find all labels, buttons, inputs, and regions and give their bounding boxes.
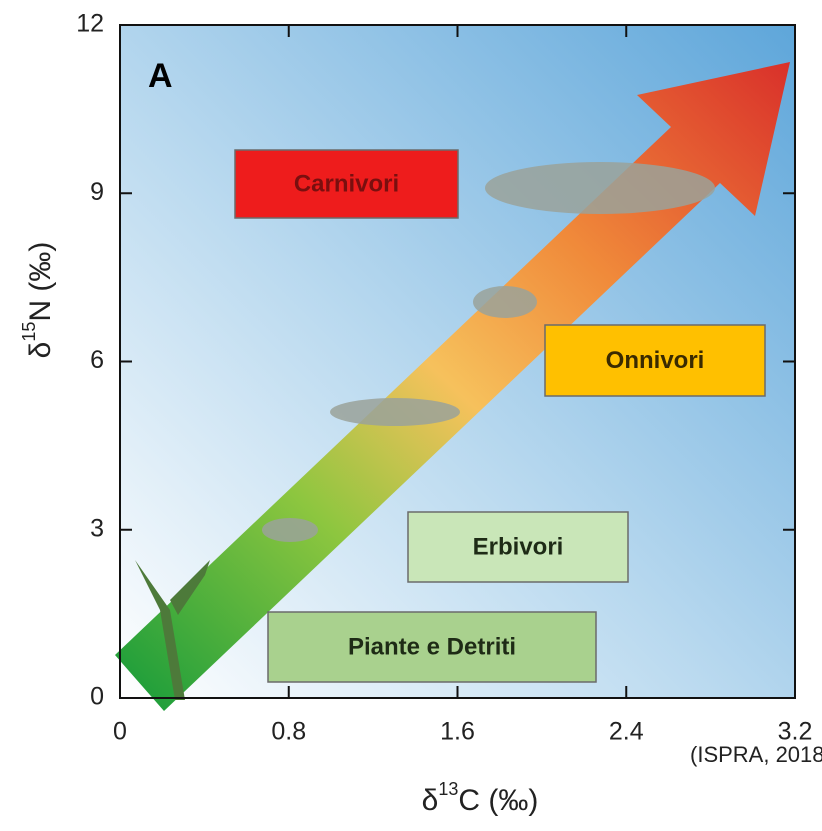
group-label: Piante e Detriti — [348, 633, 516, 660]
y-axis-label: δ15N (‰) — [19, 242, 57, 359]
group-box — [234, 149, 459, 219]
fish-illustrations — [262, 162, 715, 542]
x-label-symbol: δ — [422, 784, 439, 817]
source: (ISPRA, 2018) — [690, 742, 822, 767]
trophic-arrow — [115, 62, 790, 711]
y-tick-label: 3 — [90, 514, 104, 542]
y-tick-label: 12 — [76, 10, 104, 38]
group-label: Carnivori — [294, 170, 399, 197]
group-box — [544, 324, 766, 397]
x-tick-label: 3.2 — [778, 718, 813, 746]
group-label: Onnivori — [606, 347, 705, 374]
x-axis-label: δ13C (‰) — [422, 779, 539, 817]
y-tick-label: 6 — [90, 346, 104, 374]
group-box — [407, 511, 629, 583]
x-tick-label: 1.6 — [440, 718, 475, 746]
y-label-rest: N (‰) — [24, 242, 57, 322]
x-label-sup: 13 — [438, 779, 458, 799]
y-tick-label: 9 — [90, 178, 104, 206]
group-label: Erbivori — [473, 533, 564, 560]
group-box — [267, 611, 597, 683]
plant-illustration — [135, 560, 210, 700]
x-tick-label: 0 — [113, 718, 127, 746]
x-tick-label: 0.8 — [271, 718, 306, 746]
panel-letter: A — [148, 57, 173, 95]
y-label-symbol: δ — [24, 342, 57, 359]
x-label-rest: C (‰) — [458, 784, 538, 817]
x-tick-label: 2.4 — [609, 718, 644, 746]
y-label-sup: 15 — [19, 322, 39, 342]
y-tick-label: 0 — [90, 683, 104, 711]
